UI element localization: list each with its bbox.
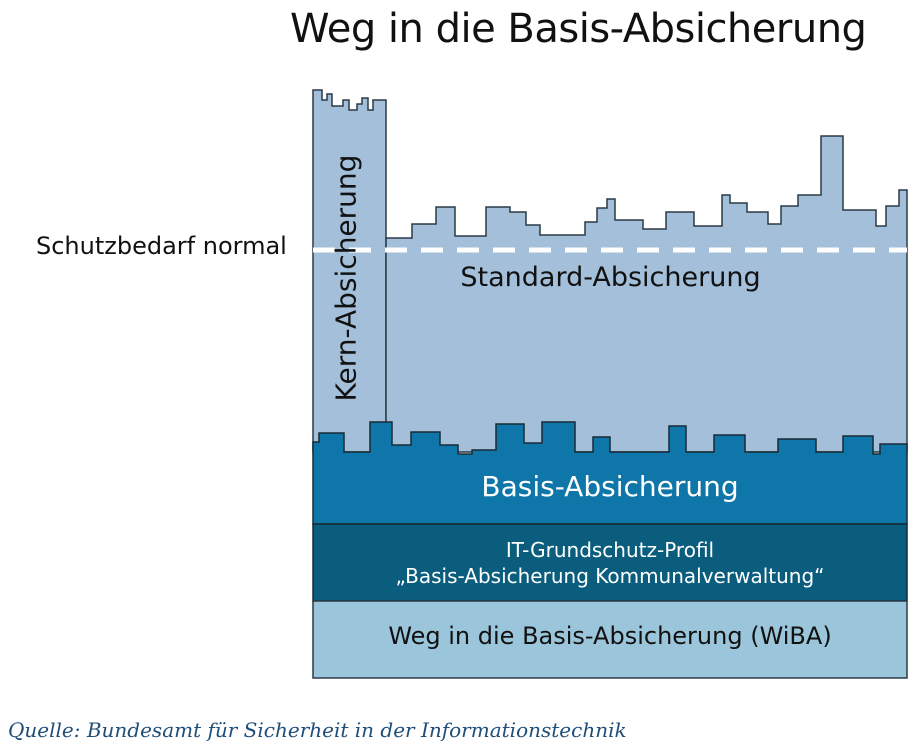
profil-label: IT-Grundschutz-Profil „Basis-Absicherung… [312,537,908,589]
profil-label-line1: IT-Grundschutz-Profil [505,538,715,562]
diagram-title: Weg in die Basis-Absicherung [290,6,867,52]
basis-absicherung-block [312,421,908,525]
kern-absicherung-block [312,89,387,453]
basis-absicherung-label: Basis-Absicherung [481,470,739,503]
standard-absicherung-label: Standard-Absicherung [460,262,761,293]
profil-label-line2: „Basis-Absicherung Kommunalverwaltung“ [395,564,825,588]
kern-absicherung-label: Kern-Absicherung [329,154,363,402]
schutzbedarf-normal-label: Schutzbedarf normal [36,232,287,260]
it-grundschutz-profil-block [312,523,908,602]
wiba-label: Weg in die Basis-Absicherung (WiBA) [388,622,832,650]
source-caption: Quelle: Bundesamt für Sicherheit in der … [8,718,627,742]
wiba-block [312,600,908,679]
standard-absicherung-block [385,135,908,453]
